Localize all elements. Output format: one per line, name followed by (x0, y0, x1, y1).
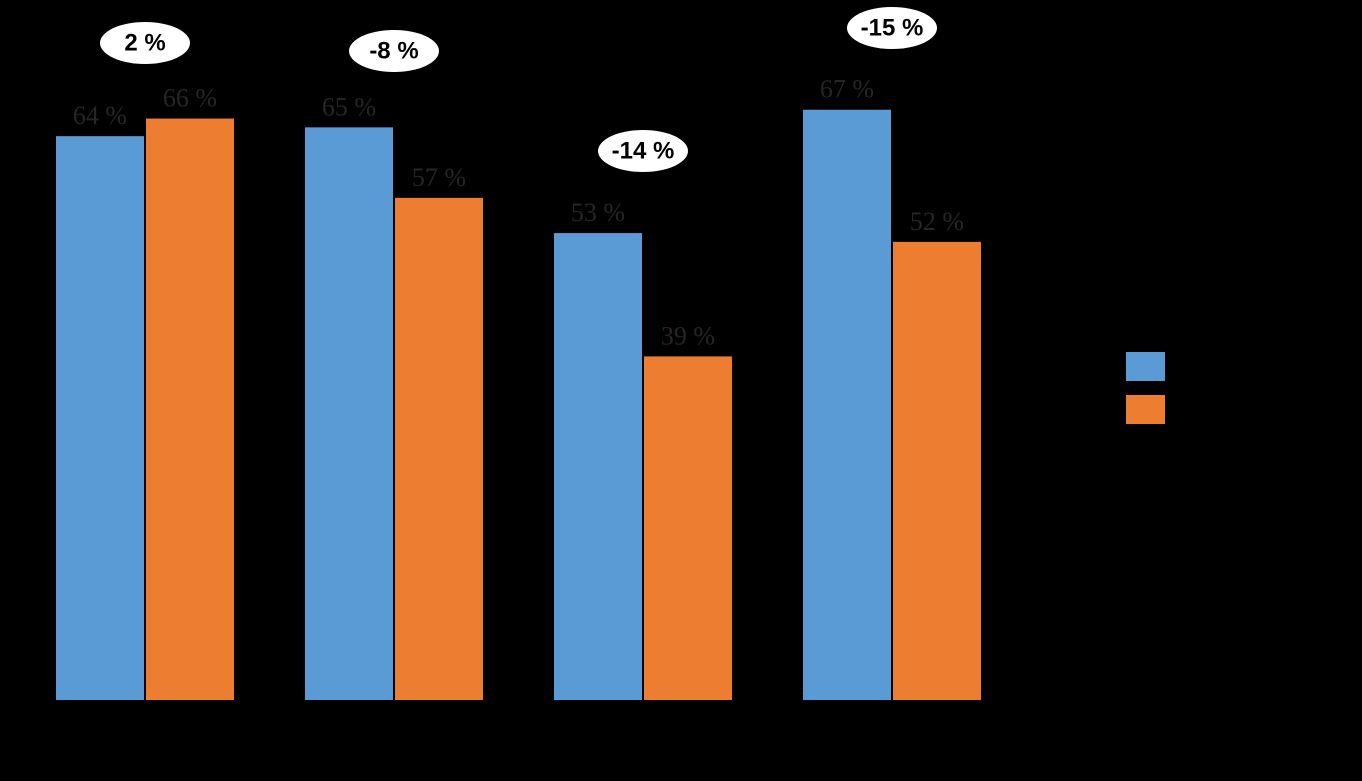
bar (803, 109, 891, 701)
value-label: 57 % (412, 163, 466, 192)
annotation: -15 % (861, 14, 924, 41)
annotation-bubble (100, 22, 190, 64)
value-label: 66 % (163, 84, 217, 113)
legend-swatch (1126, 395, 1165, 424)
annotation-bubble (847, 7, 937, 49)
value-label: 67 % (820, 75, 874, 104)
bar (644, 356, 732, 700)
bar (56, 136, 144, 700)
legend-swatch (1126, 352, 1165, 381)
annotation-bubble (598, 130, 688, 172)
annotation: -8 % (369, 37, 418, 64)
annotation: -14 % (612, 137, 675, 164)
value-label: 52 % (910, 207, 964, 236)
value-label: 65 % (322, 92, 376, 121)
bar (146, 118, 234, 701)
bar (395, 197, 483, 700)
bar (554, 233, 642, 700)
bar (893, 241, 981, 700)
annotation-bubble (349, 30, 439, 72)
value-label: 64 % (73, 101, 127, 130)
value-label: 53 % (571, 198, 625, 227)
annotation: 2 % (124, 29, 165, 56)
value-label: 39 % (661, 321, 715, 350)
bar (305, 127, 393, 701)
